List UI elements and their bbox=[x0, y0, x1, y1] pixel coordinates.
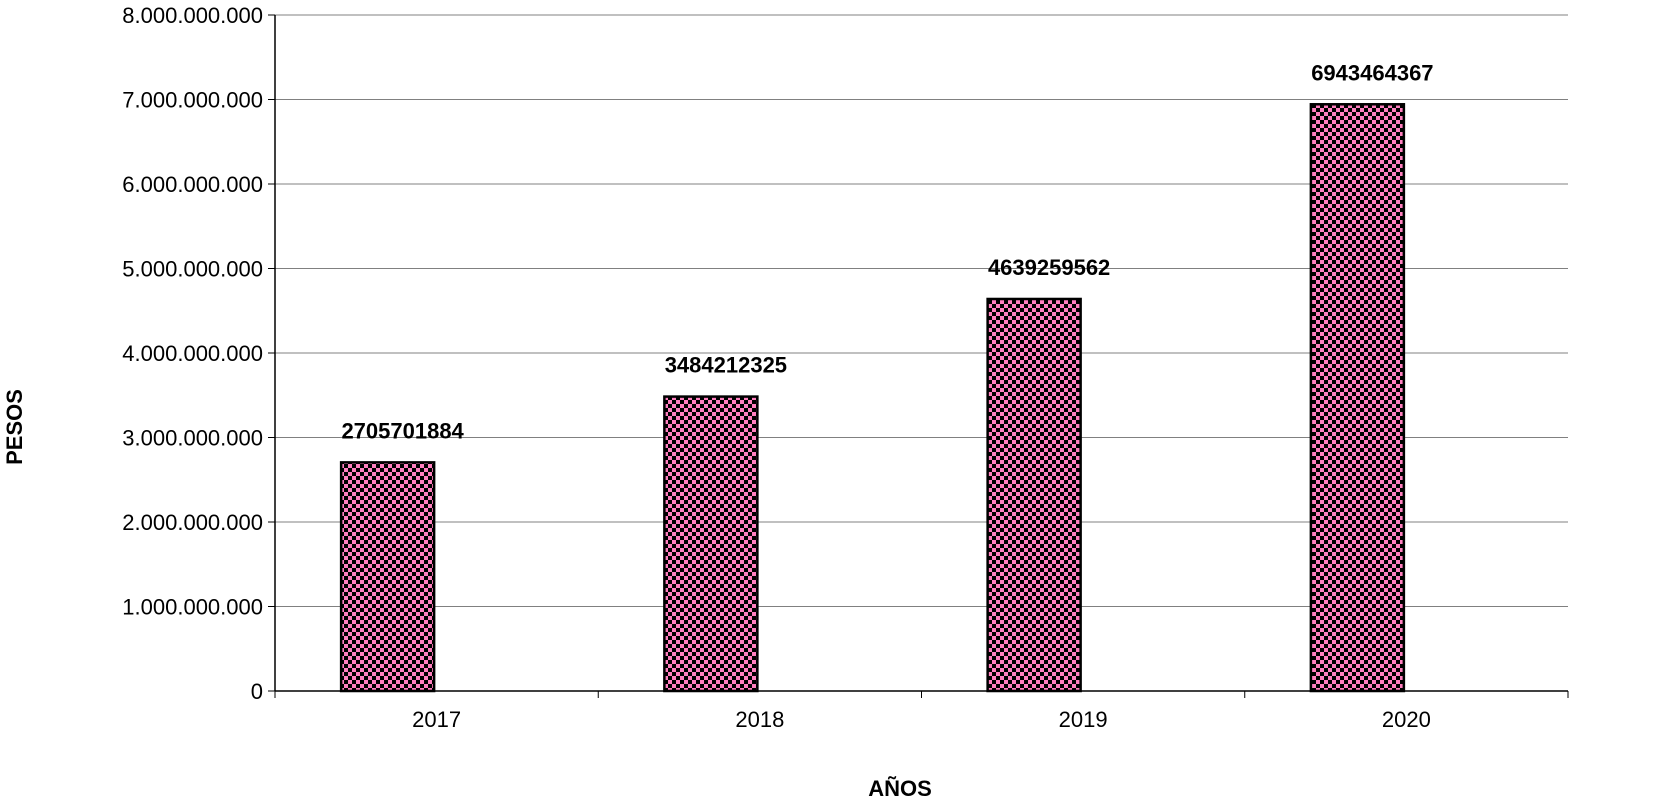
bars bbox=[339, 103, 1406, 693]
y-tick-label: 7.000.000.000 bbox=[122, 88, 263, 113]
x-tick-label: 2017 bbox=[412, 707, 461, 732]
y-tick-label: 1.000.000.000 bbox=[122, 595, 263, 620]
data-label-2018: 3484212325 bbox=[665, 353, 787, 378]
y-tick-label: 2.000.000.000 bbox=[122, 510, 263, 535]
y-tick-label: 4.000.000.000 bbox=[122, 341, 263, 366]
x-tick-label: 2020 bbox=[1382, 707, 1431, 732]
y-tick-label: 5.000.000.000 bbox=[122, 257, 263, 282]
gridlines bbox=[275, 14, 1568, 607]
bar-2018 bbox=[663, 395, 759, 693]
y-tick-label: 6.000.000.000 bbox=[122, 172, 263, 197]
data-label-2017: 2705701884 bbox=[341, 418, 464, 443]
x-tick-label: 2019 bbox=[1059, 707, 1108, 732]
data-label-2019: 4639259562 bbox=[988, 255, 1110, 280]
x-tick-label: 2018 bbox=[735, 707, 784, 732]
axes bbox=[268, 14, 1569, 698]
y-axis-title: PESOS bbox=[2, 389, 27, 465]
data-label-2020: 6943464367 bbox=[1311, 60, 1433, 85]
y-tick-label: 8.000.000.000 bbox=[122, 3, 263, 28]
bar-2017 bbox=[339, 461, 436, 693]
labels: 0 1.000.000.000 2.000.000.000 3.000.000.000… bbox=[122, 3, 1433, 732]
y-tick-label: 0 bbox=[251, 679, 263, 704]
x-axis-title: AÑOS bbox=[868, 776, 932, 801]
bar-2020 bbox=[1309, 103, 1406, 693]
bar-2019 bbox=[986, 297, 1082, 693]
y-tick-label: 3.000.000.000 bbox=[122, 426, 263, 451]
